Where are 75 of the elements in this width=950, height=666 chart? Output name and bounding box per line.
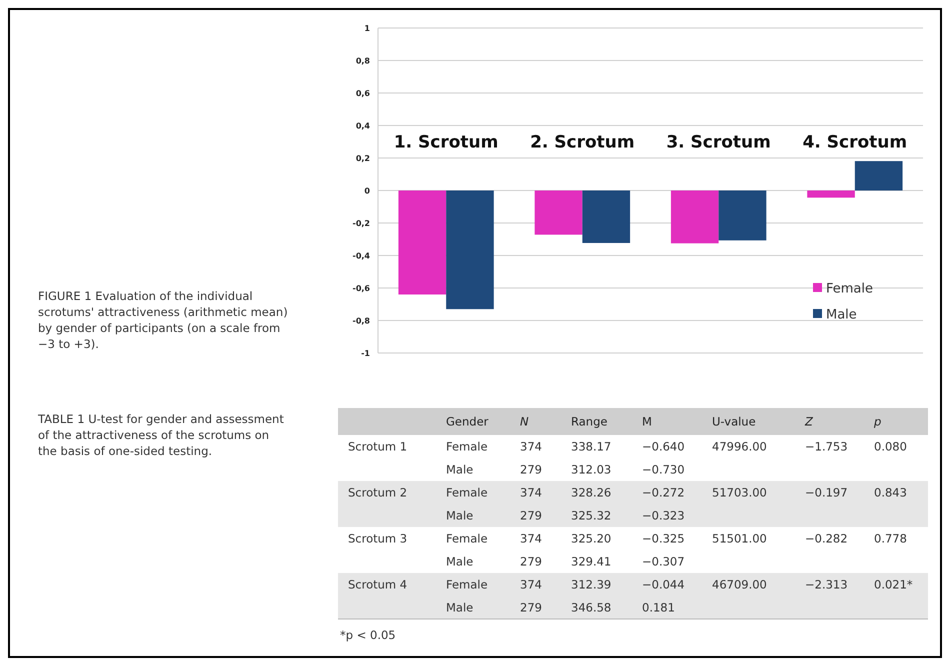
text: −0.730 xyxy=(642,462,685,477)
text: Female xyxy=(446,532,488,546)
text: *p < 0.05 xyxy=(340,628,396,642)
text: 329.41 xyxy=(571,554,612,569)
y-tick-label: -0,2 xyxy=(352,218,370,228)
text: Scrotum 1 xyxy=(348,440,408,454)
category-label: U-value xyxy=(712,414,756,429)
text: −0.197 xyxy=(805,486,848,500)
text: 328.26 xyxy=(571,486,612,500)
text: −0.044 xyxy=(642,578,685,592)
category-label: Z xyxy=(804,414,814,429)
y-tick-label: 0 xyxy=(364,186,370,196)
text: −1.753 xyxy=(805,440,848,454)
text: Male xyxy=(446,462,474,477)
y-tick-label: 0,6 xyxy=(356,88,370,98)
text: −2.313 xyxy=(805,578,848,592)
text: 312.03 xyxy=(571,462,612,477)
text: 312.39 xyxy=(571,578,612,592)
text: 346.58 xyxy=(571,600,612,615)
y-tick-label: -0,6 xyxy=(352,284,370,293)
category-label: N xyxy=(520,414,529,429)
text: −0.272 xyxy=(642,486,685,500)
text: −0.325 xyxy=(642,532,685,546)
y-tick-label: 0,2 xyxy=(356,154,370,163)
text: 51501.00 xyxy=(712,532,767,546)
text: 325.32 xyxy=(571,508,612,523)
text: 279 xyxy=(520,508,542,523)
text: FIGURE 1 Evaluation of the individual scrotums' attractiveness (arithmetic mean) by gender of participants (on a scale from −3 to +3). xyxy=(38,289,288,351)
text: 325.20 xyxy=(571,532,612,546)
text: 47996.00 xyxy=(712,440,767,454)
text: 374 xyxy=(520,532,542,546)
text: 0.778 xyxy=(874,532,907,546)
legend-label: Female xyxy=(826,282,874,297)
category-label: Range xyxy=(571,414,608,429)
text: 374 xyxy=(520,578,542,592)
text: Female xyxy=(446,440,488,454)
text: 46709.00 xyxy=(712,578,767,592)
text: Female xyxy=(446,486,488,500)
y-tick-label: 0,8 xyxy=(356,56,370,66)
text: Male xyxy=(446,508,474,523)
text: 0.080 xyxy=(874,440,907,454)
text: 0.021* xyxy=(874,578,913,592)
text: Male xyxy=(446,554,474,569)
x-tick-label: 2. Scrotum xyxy=(530,132,635,153)
text: 374 xyxy=(520,486,542,500)
y-tick-label: -0,4 xyxy=(352,251,370,260)
y-tick-label: 0,4 xyxy=(356,121,370,130)
text: 51703.00 xyxy=(712,486,767,500)
text: −0.323 xyxy=(642,508,685,523)
x-tick-label: 4. Scrotum xyxy=(802,132,908,153)
x-tick-label: 3. Scrotum xyxy=(666,132,771,153)
text: TABLE 1 U-test for gender and assessment of the attractiveness of the scrotums on the basis of one-sided testing. xyxy=(37,412,284,458)
text: −0.282 xyxy=(805,532,848,546)
category-label: M xyxy=(642,414,652,429)
text: Female xyxy=(446,578,488,592)
text: Scrotum 4 xyxy=(348,578,408,592)
category-label: p xyxy=(873,414,882,429)
y-tick-label: -1 xyxy=(361,348,370,358)
text: −0.307 xyxy=(642,554,685,569)
text: 279 xyxy=(520,554,542,569)
category-label: Gender xyxy=(446,414,489,429)
text: 279 xyxy=(520,462,542,477)
text: 338.17 xyxy=(571,440,612,454)
text: 0.843 xyxy=(874,486,907,500)
text: 0.181 xyxy=(642,600,675,615)
y-tick-label: -0,8 xyxy=(352,316,370,326)
text: 279 xyxy=(520,600,542,615)
text: Scrotum 3 xyxy=(348,532,408,546)
text: −0.640 xyxy=(642,440,685,454)
text: 374 xyxy=(520,440,542,454)
text: Scrotum 2 xyxy=(348,486,408,500)
y-tick-label: 1 xyxy=(364,24,370,33)
x-tick-label: 1. Scrotum xyxy=(394,132,498,153)
legend-label: Male xyxy=(826,308,857,323)
text: Male xyxy=(446,600,474,615)
